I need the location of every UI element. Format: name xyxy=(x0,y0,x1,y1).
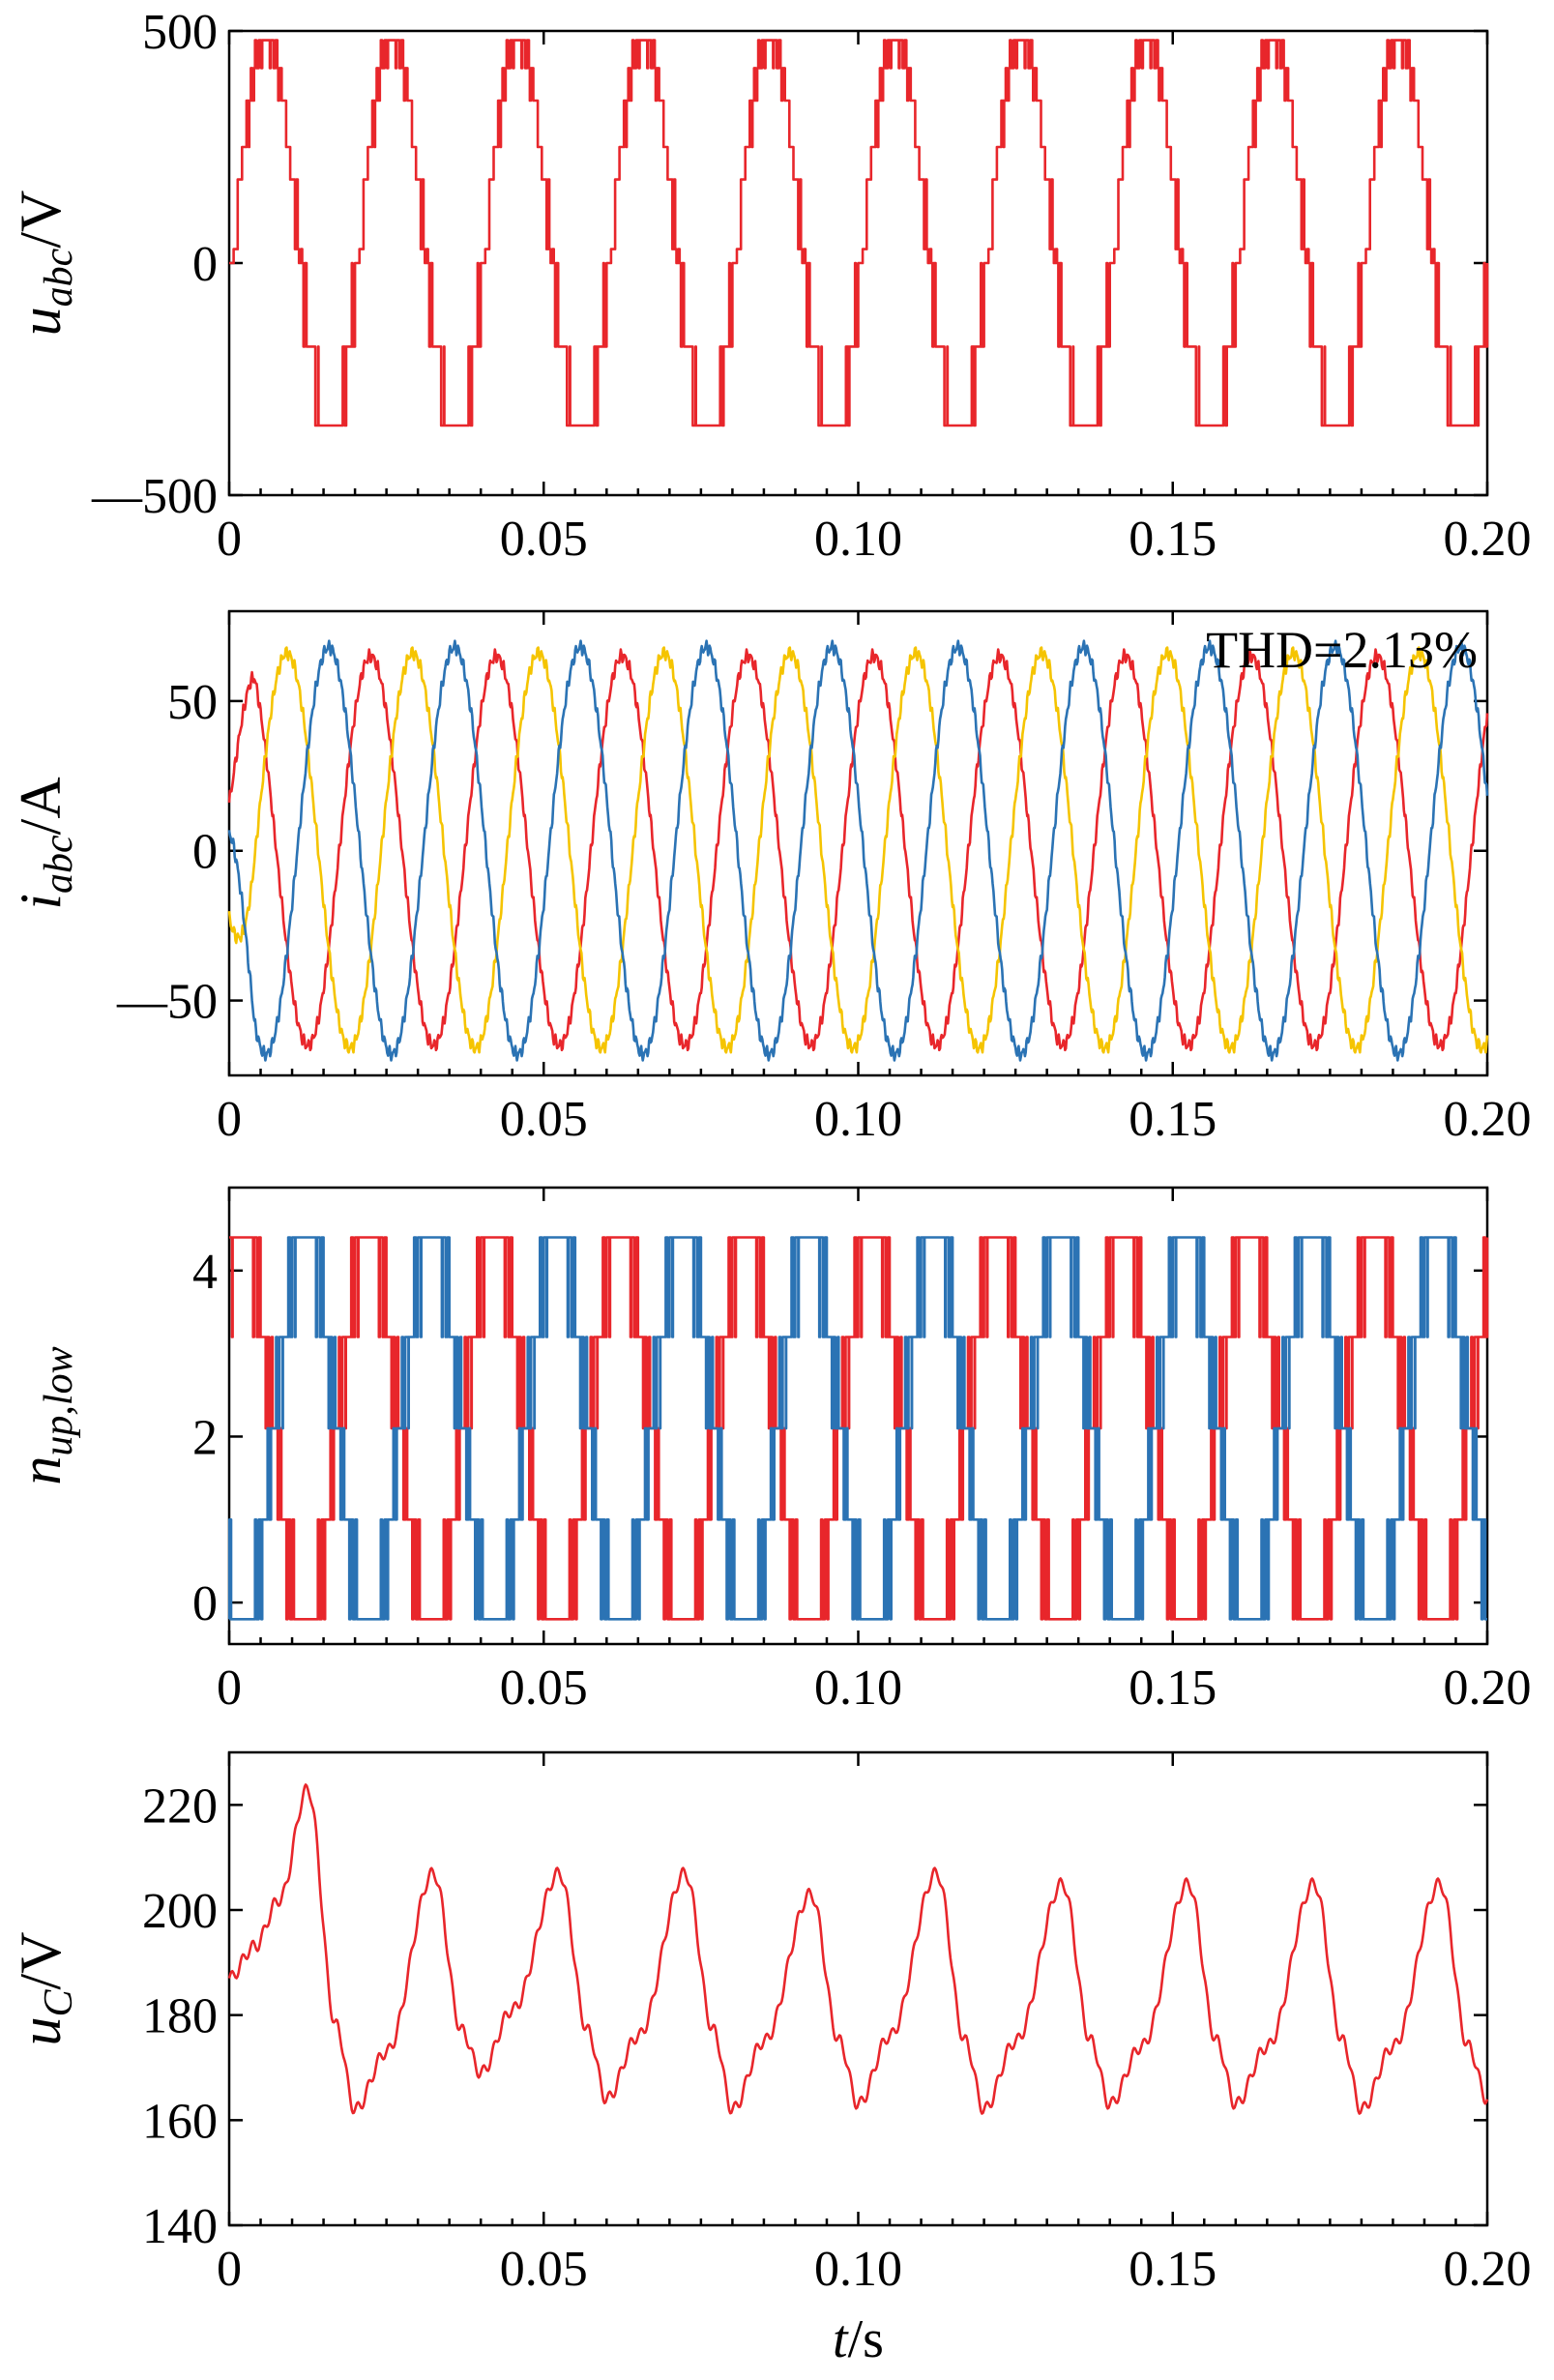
x-axis-label-symbol: t xyxy=(833,2309,849,2369)
series-count-blue xyxy=(228,1236,1488,1621)
y-tick-label: 500 xyxy=(142,5,218,60)
y-axis-label-symbol: n xyxy=(9,1456,73,1485)
panel-capacitor-voltage: 0 0.05 0.10 0.15 0.20 220 200 180 160 140 uC/V t/s xyxy=(9,1750,1532,2369)
x-tick-label: 0.20 xyxy=(1444,1660,1532,1716)
series-current-yellow xyxy=(227,646,1489,1054)
panel-phase-current: 0 0.05 0.10 0.15 0.20 50 0 —50 iabc/A THD=2.13% xyxy=(9,609,1532,1147)
x-tick-label: 0.20 xyxy=(1444,1092,1532,1147)
y-tick-label: 4 xyxy=(192,1245,218,1300)
x-tick-label: 0.15 xyxy=(1129,2242,1217,2297)
y-tick-label: 2 xyxy=(192,1410,218,1465)
y-axis-label-symbol: i xyxy=(9,894,73,910)
series-current-blue xyxy=(227,639,1489,1062)
y-tick-label: 0 xyxy=(192,1576,218,1631)
y-axis-label: nup,low xyxy=(9,1346,81,1484)
x-tick-label: 0.05 xyxy=(500,1092,588,1147)
y-tick-label: 160 xyxy=(142,2094,218,2149)
x-tick-label: 0.05 xyxy=(500,512,588,567)
y-axis-label-unit: /A xyxy=(9,777,73,835)
x-axis-label-unit: /s xyxy=(848,2309,884,2369)
y-axis-label-subscript: abc xyxy=(37,835,81,894)
x-tick-label: 0 xyxy=(217,1660,242,1716)
x-tick-label: 0.20 xyxy=(1444,2242,1532,2297)
x-tick-label: 0.20 xyxy=(1444,512,1532,567)
y-tick-label: 50 xyxy=(167,675,218,730)
x-tick-label: 0 xyxy=(217,1092,242,1147)
series-count-red xyxy=(228,1236,1489,1621)
y-tick-label: 200 xyxy=(142,1884,218,1939)
y-tick-label: 180 xyxy=(142,1989,218,2044)
x-tick-label: 0 xyxy=(217,2242,242,2297)
y-axis-label-unit: /V xyxy=(9,1931,73,1989)
y-axis-label-symbol: u xyxy=(9,307,73,336)
plot-frame xyxy=(227,1750,1489,2227)
x-tick-label: 0.15 xyxy=(1129,1092,1217,1147)
y-tick-label: 140 xyxy=(142,2199,218,2254)
x-tick-label: 0.05 xyxy=(500,2242,588,2297)
series-voltage-red xyxy=(228,39,1489,427)
y-tick-label: —500 xyxy=(91,469,218,524)
y-axis-label: iabc/A xyxy=(9,777,81,909)
y-axis-label: uabc/V xyxy=(9,191,81,337)
x-tick-label: 0.10 xyxy=(814,512,902,567)
thd-annotation: THD=2.13% xyxy=(1206,621,1478,679)
y-tick-label: —50 xyxy=(116,975,218,1030)
y-axis-label-subscript: up,low xyxy=(37,1346,81,1455)
y-axis-label-subscript: C xyxy=(37,1989,81,2017)
x-tick-label: 0.10 xyxy=(814,1092,902,1147)
y-tick-label: 0 xyxy=(192,825,218,880)
series-capacitor-voltage xyxy=(227,1783,1489,2115)
x-tick-label: 0.10 xyxy=(814,2242,902,2297)
x-tick-label: 0.15 xyxy=(1129,512,1217,567)
y-axis-label-symbol: u xyxy=(9,2017,73,2046)
x-tick-label: 0 xyxy=(217,512,242,567)
y-tick-label: 0 xyxy=(192,237,218,292)
x-tick-label: 0.10 xyxy=(814,1660,902,1716)
y-axis-label-unit: /V xyxy=(9,191,73,249)
x-axis-label: t/s xyxy=(833,2309,884,2369)
y-axis-label: uC/V xyxy=(9,1931,81,2045)
x-tick-label: 0.05 xyxy=(500,1660,588,1716)
panel-submodule-count: 0 0.05 0.10 0.15 0.20 4 2 0 nup,low xyxy=(9,1186,1532,1716)
series-current-red xyxy=(227,648,1489,1052)
plot-frame xyxy=(227,609,1489,1077)
x-tick-label: 0.15 xyxy=(1129,1660,1217,1716)
y-tick-label: 220 xyxy=(142,1778,218,1834)
y-axis-label-subscript: abc xyxy=(37,248,81,307)
